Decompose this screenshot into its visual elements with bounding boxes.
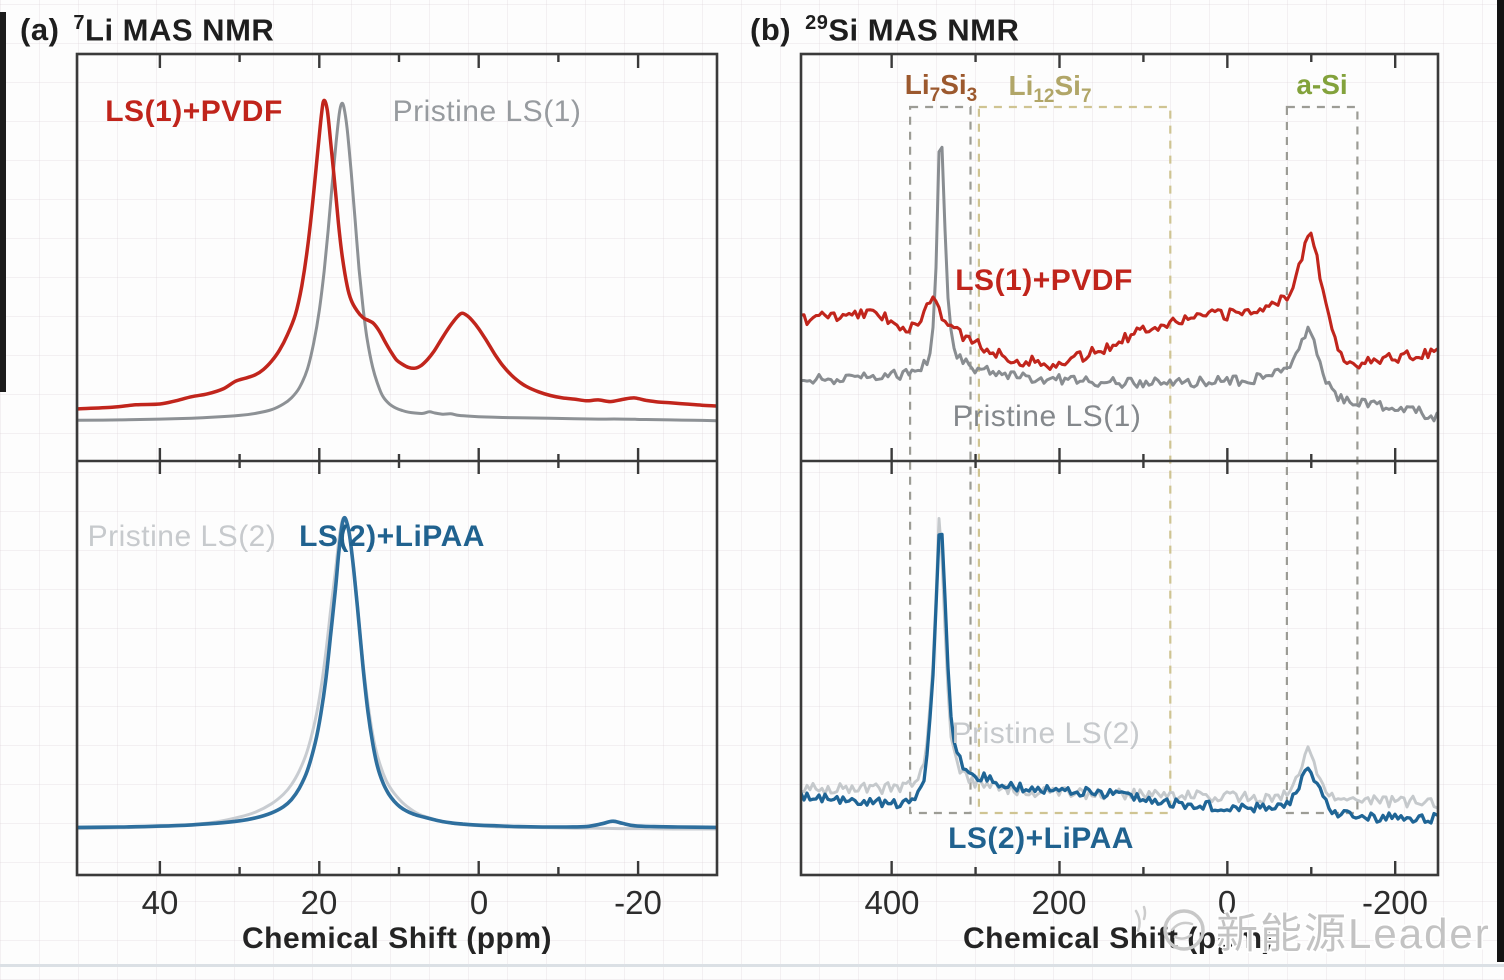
x-tick-label--200: -200 <box>1361 884 1429 921</box>
legend-b-pristine-ls2: Pristine LS(2) <box>951 717 1141 750</box>
annotation-a-si: a-Si <box>1296 69 1348 100</box>
spectrum-ls-2-lipaa <box>77 515 717 830</box>
legend-a-ls1-pvdf: LS(1)+PVDF <box>105 95 283 128</box>
right-edge-strip <box>1497 0 1504 962</box>
x-tick-label-20: 20 <box>300 884 338 921</box>
x-tick-label-0: 0 <box>469 884 489 921</box>
li7si3-sub-1: 7 <box>929 84 941 106</box>
x-tick-label-0: 0 <box>1217 884 1237 921</box>
li7si3-element-2: Si <box>940 69 967 101</box>
li12si7-element-1: Li <box>1008 70 1034 102</box>
plot-frame <box>75 52 719 877</box>
spectrum-ls-2-lipaa <box>801 532 1438 825</box>
axis-title-a: Chemical Shift (ppm) <box>241 922 553 955</box>
legend-a-ls2-lipaa: LS(2)+LiPAA <box>299 520 485 553</box>
axis-title-b: Chemical Shift (ppm) <box>962 922 1274 955</box>
spectrum-pristine-ls-2- <box>77 516 717 831</box>
spectrum-ls-1-pvdf <box>77 98 717 411</box>
left-edge-strip <box>0 12 6 392</box>
legend-b-pristine-ls1: Pristine LS(1) <box>952 400 1142 433</box>
panel-a-title-text: Li MAS NMR <box>85 12 275 48</box>
li12si7-element-2: Si <box>1054 70 1081 102</box>
li12si7-sub-2: 7 <box>1080 85 1092 107</box>
panel-b-label: (b) <box>750 12 792 48</box>
region-box-Li7Si3 <box>908 105 972 815</box>
annotation-li12si7: Li12Si7 <box>1008 70 1091 108</box>
legend-b-ls1-pvdf: LS(1)+PVDF <box>955 264 1133 297</box>
legend-a-pristine-ls2: Pristine LS(2) <box>87 520 277 553</box>
panel-b-isotope: 29 <box>805 12 829 34</box>
spectrum-ls-1-pvdf <box>801 231 1438 371</box>
plot-frame <box>799 52 1440 877</box>
panel-b-title: (b) 29Si MAS NMR <box>750 12 1019 48</box>
panel-b-title-text: Si MAS NMR <box>828 12 1020 48</box>
li12si7-sub-1: 12 <box>1033 85 1055 107</box>
annotation-li7si3: Li7Si3 <box>905 69 978 107</box>
x-tick-label-200: 200 <box>1031 884 1087 921</box>
x-tick-label--20: -20 <box>614 884 662 921</box>
spectrum-pristine-ls-1- <box>77 101 717 423</box>
x-tick-label-400: 400 <box>864 884 920 921</box>
legend-b-ls2-lipaa: LS(2)+LiPAA <box>948 822 1134 855</box>
li7si3-element-1: Li <box>904 69 930 101</box>
panel-a-title: (a) 7Li MAS NMR <box>20 12 274 48</box>
spectrum-pristine-ls-1- <box>801 145 1438 423</box>
x-tick-label-40: 40 <box>141 884 179 921</box>
bottom-divider-line <box>0 964 1504 967</box>
li7si3-sub-2: 3 <box>966 84 978 106</box>
legend-a-pristine-ls1: Pristine LS(1) <box>392 95 582 128</box>
panel-a-isotope: 7 <box>73 12 86 34</box>
panel-a-label: (a) <box>20 12 60 48</box>
spectrum-pristine-ls-2- <box>801 517 1438 810</box>
